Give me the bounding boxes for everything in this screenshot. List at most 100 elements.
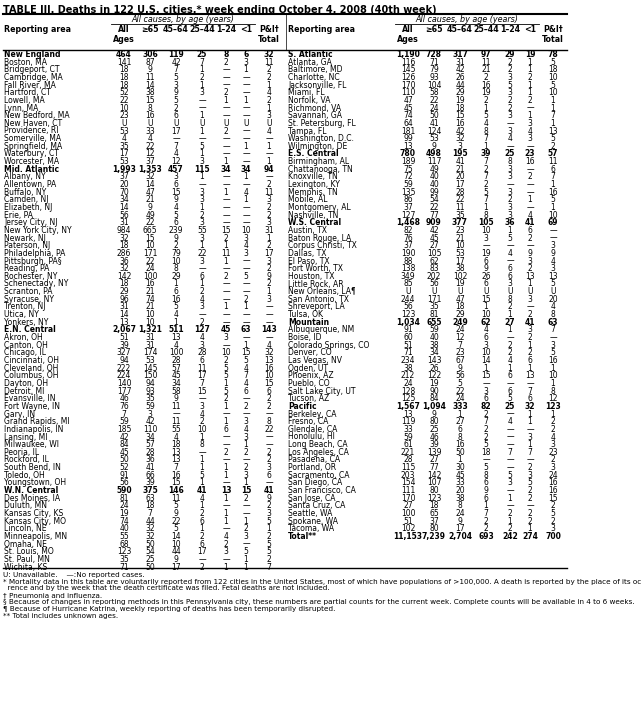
Text: 4: 4	[528, 126, 533, 136]
Text: 3: 3	[244, 58, 249, 66]
Text: 7: 7	[483, 509, 488, 518]
Text: 7: 7	[174, 66, 178, 74]
Text: 4: 4	[483, 119, 488, 128]
Text: —: —	[222, 180, 230, 189]
Text: 1: 1	[244, 440, 248, 449]
Text: 21: 21	[146, 195, 154, 204]
Text: Phoenix, AZ: Phoenix, AZ	[288, 371, 333, 380]
Text: 34: 34	[119, 195, 129, 204]
Text: —: —	[242, 264, 250, 273]
Text: TABLE III. Deaths in 122 U.S. cities,* week ending October 4, 2008 (40th week): TABLE III. Deaths in 122 U.S. cities,* w…	[3, 5, 437, 15]
Text: 6: 6	[224, 425, 228, 434]
Text: 4: 4	[508, 249, 512, 258]
Text: 2: 2	[483, 433, 488, 441]
Text: Seattle, WA: Seattle, WA	[288, 509, 333, 518]
Text: 4: 4	[122, 134, 126, 143]
Text: 2: 2	[551, 417, 555, 426]
Text: 15: 15	[264, 379, 274, 388]
Text: 4: 4	[244, 379, 249, 388]
Text: 1: 1	[528, 341, 533, 350]
Text: 3: 3	[174, 81, 178, 89]
Text: Detroit, MI: Detroit, MI	[4, 386, 44, 396]
Text: 9: 9	[528, 249, 533, 258]
Text: Hartford, CT: Hartford, CT	[4, 88, 51, 97]
Text: 74: 74	[145, 295, 155, 304]
Text: 4: 4	[174, 203, 178, 212]
Text: 66: 66	[145, 471, 155, 479]
Text: 17: 17	[197, 371, 207, 380]
Text: 5: 5	[551, 280, 556, 288]
Text: —: —	[526, 425, 534, 434]
Text: 2: 2	[528, 348, 533, 358]
Text: 59: 59	[145, 402, 155, 411]
Text: 141: 141	[117, 58, 131, 66]
Text: 29: 29	[455, 88, 465, 97]
Text: 63: 63	[241, 325, 251, 335]
Text: 2: 2	[483, 425, 488, 434]
Text: 1: 1	[224, 471, 228, 479]
Text: 19: 19	[455, 280, 465, 288]
Text: Tucson, AZ: Tucson, AZ	[288, 394, 329, 403]
Text: 1: 1	[199, 463, 204, 472]
Text: 3: 3	[508, 172, 512, 182]
Text: —: —	[198, 96, 206, 105]
Text: Houston, TX: Houston, TX	[288, 272, 335, 281]
Text: —: —	[242, 149, 250, 159]
Text: 41: 41	[525, 218, 535, 227]
Text: W.S. Central: W.S. Central	[288, 218, 341, 227]
Text: 99: 99	[429, 187, 439, 197]
Text: 6: 6	[244, 386, 249, 396]
Text: 82: 82	[403, 226, 413, 235]
Text: 38: 38	[403, 363, 413, 373]
Text: Pasadena, CA: Pasadena, CA	[288, 456, 340, 464]
Text: 457: 457	[168, 165, 184, 174]
Text: Milwaukee, WI: Milwaukee, WI	[4, 440, 59, 449]
Text: 3: 3	[483, 234, 488, 242]
Text: —: —	[222, 73, 230, 82]
Text: —: —	[242, 501, 250, 510]
Text: 27: 27	[429, 456, 439, 464]
Text: 2: 2	[267, 66, 271, 74]
Text: 52: 52	[119, 463, 129, 472]
Text: 10: 10	[146, 310, 155, 319]
Text: Minneapolis, MN: Minneapolis, MN	[4, 532, 67, 541]
Text: 36: 36	[119, 257, 129, 265]
Text: San Diego, CA: San Diego, CA	[288, 479, 342, 487]
Text: 728: 728	[426, 50, 442, 59]
Text: U: U	[405, 287, 411, 296]
Text: San Jose, CA: San Jose, CA	[288, 494, 335, 503]
Text: 2: 2	[508, 96, 512, 105]
Text: 1,468: 1,468	[396, 218, 420, 227]
Text: 57: 57	[145, 440, 155, 449]
Text: 1: 1	[528, 280, 533, 288]
Text: Grand Rapids, MI: Grand Rapids, MI	[4, 417, 70, 426]
Text: 6: 6	[199, 356, 204, 365]
Text: 18: 18	[119, 73, 129, 82]
Text: 22: 22	[171, 517, 181, 526]
Text: All causes, by age (years): All causes, by age (years)	[415, 15, 519, 24]
Text: 19: 19	[525, 50, 535, 59]
Text: 7: 7	[122, 410, 126, 419]
Text: 24: 24	[403, 379, 413, 388]
Text: 13: 13	[403, 410, 413, 419]
Text: —: —	[265, 433, 273, 441]
Text: 221: 221	[401, 448, 415, 457]
Text: Corpus Christi, TX: Corpus Christi, TX	[288, 242, 357, 250]
Text: San Francisco, CA: San Francisco, CA	[288, 486, 356, 495]
Text: 6: 6	[174, 180, 178, 189]
Text: 1: 1	[267, 287, 271, 296]
Text: —: —	[242, 203, 250, 212]
Text: 2: 2	[483, 180, 488, 189]
Text: 11: 11	[481, 58, 491, 66]
Text: 53: 53	[429, 134, 439, 143]
Text: 15: 15	[241, 486, 251, 495]
Text: 2: 2	[483, 96, 488, 105]
Text: 17: 17	[197, 547, 207, 556]
Text: 93: 93	[429, 73, 439, 82]
Text: 2: 2	[528, 333, 533, 342]
Text: 2: 2	[244, 295, 248, 304]
Text: 3: 3	[244, 417, 249, 426]
Text: 22: 22	[146, 218, 154, 227]
Text: P&I†
Total: P&I† Total	[258, 25, 280, 45]
Text: 189: 189	[401, 157, 415, 166]
